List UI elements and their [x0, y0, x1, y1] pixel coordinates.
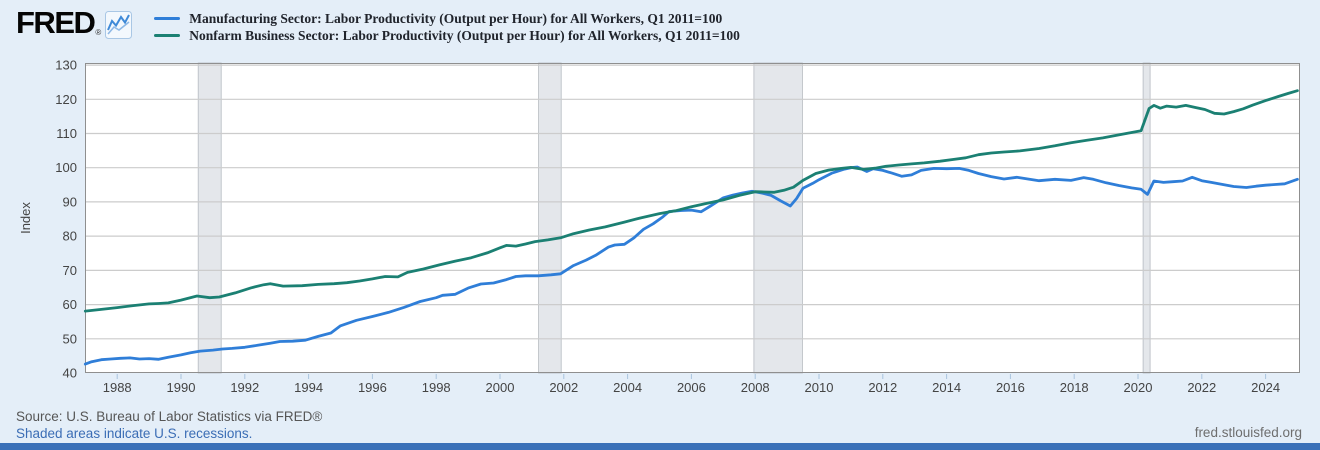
y-tick-label: 80	[63, 229, 77, 244]
x-tick-label: 1990	[167, 380, 196, 395]
y-tick-label: 90	[63, 194, 77, 209]
x-tick-label: 1992	[230, 380, 259, 395]
x-tick-label: 2024	[1251, 380, 1280, 395]
source-text: Source: U.S. Bureau of Labor Statistics …	[16, 409, 323, 424]
legend-swatch-manufacturing	[154, 17, 181, 20]
x-tick-label: 1994	[294, 380, 323, 395]
y-tick-label: 100	[55, 160, 77, 175]
x-tick-label: 2018	[1060, 380, 1089, 395]
plot-area	[85, 63, 1300, 373]
legend-swatch-nonfarm	[154, 34, 181, 37]
legend-item-nonfarm: Nonfarm Business Sector: Labor Productiv…	[154, 27, 740, 44]
x-tick-label: 1998	[422, 380, 451, 395]
chart-header: FRED ® Manufacturing Sector: Labor Produc…	[16, 6, 740, 44]
fred-site-url[interactable]: fred.stlouisfed.org	[1194, 425, 1302, 440]
x-tick-label: 2006	[677, 380, 706, 395]
legend-item-manufacturing: Manufacturing Sector: Labor Productivity…	[154, 10, 740, 27]
plot-border	[85, 63, 1300, 373]
x-tick-label: 1996	[358, 380, 387, 395]
y-tick-label: 70	[63, 263, 77, 278]
recession-band	[753, 62, 803, 374]
recession-band	[197, 62, 222, 374]
chart-legend: Manufacturing Sector: Labor Productivity…	[154, 10, 740, 44]
recession-band	[538, 62, 562, 374]
legend-label-nonfarm: Nonfarm Business Sector: Labor Productiv…	[189, 27, 740, 43]
y-tick-label: 130	[55, 58, 77, 73]
chart-footer: Source: U.S. Bureau of Labor Statistics …	[16, 409, 322, 442]
y-axis-title: Index	[18, 202, 33, 234]
y-tick-label: 60	[63, 297, 77, 312]
x-tick-label: 2000	[486, 380, 515, 395]
fred-logo[interactable]: FRED ®	[16, 5, 133, 44]
fred-logo-text: FRED	[16, 5, 96, 40]
x-tick-label: 2022	[1187, 380, 1216, 395]
y-tick-label: 50	[63, 331, 77, 346]
fred-sparkline-icon	[105, 11, 133, 44]
y-tick-label: 120	[55, 92, 77, 107]
bottom-accent-bar	[0, 443, 1320, 450]
x-tick-label: 2020	[1124, 380, 1153, 395]
series-line-nonfarm	[83, 89, 1299, 313]
x-tick-label: 2008	[741, 380, 770, 395]
x-tick-label: 2016	[996, 380, 1025, 395]
x-tick-label: 2014	[932, 380, 961, 395]
y-tick-label: 110	[56, 126, 77, 141]
x-tick-label: 2012	[868, 380, 897, 395]
x-tick-label: 2002	[549, 380, 578, 395]
legend-label-manufacturing: Manufacturing Sector: Labor Productivity…	[189, 10, 723, 26]
y-tick-label: 40	[63, 366, 77, 381]
recession-note-link[interactable]: Shaded areas indicate U.S. recessions.	[16, 425, 253, 441]
x-tick-label: 2004	[613, 380, 642, 395]
x-tick-label: 1988	[103, 380, 132, 395]
registered-mark: ®	[95, 28, 102, 37]
x-tick-label: 2010	[805, 380, 834, 395]
